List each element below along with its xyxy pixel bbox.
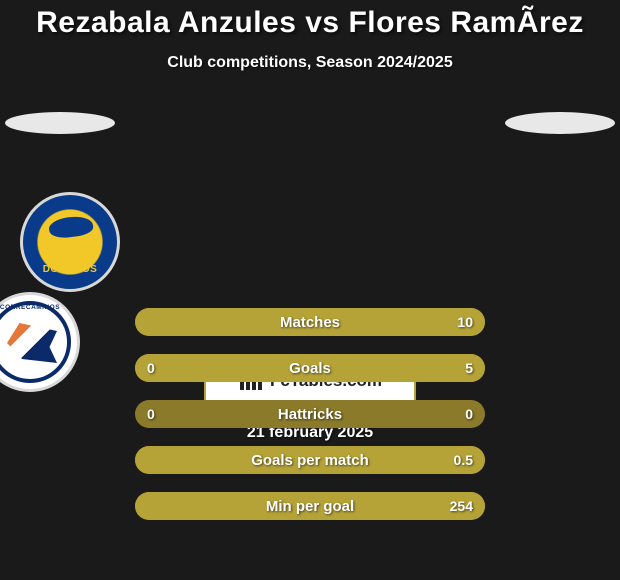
club-badge-right: CORRECAMINOS [0,292,80,392]
bar-label: Min per goal [135,498,485,515]
bar-value-right: 10 [457,314,473,330]
club-badge-left-label: DORADOS [23,264,117,275]
bar-label: Matches [135,314,485,331]
stats-area: DORADOS CORRECAMINOS Matches10Goals05Hat… [0,108,620,338]
stat-bar: Hattricks0 0 [135,400,485,428]
stat-bar: Matches10 [135,308,485,336]
comparison-card: Rezabala Anzules vs Flores RamÃrez Club … [0,0,620,580]
bar-label: Goals [135,360,485,377]
stat-bars: Matches10Goals05Hattricks00Goals per mat… [135,308,485,520]
stat-bar: Goals per match0.5 [135,446,485,474]
club-badge-right-label: CORRECAMINOS [0,304,77,311]
bar-value-right: 254 [450,498,473,514]
bird-icon [7,323,57,363]
bar-label: Hattricks [135,406,485,423]
shadow-ellipse-right [505,112,615,134]
club-badge-left: DORADOS [20,192,120,292]
shadow-ellipse-left [5,112,115,134]
bar-value-right: 0 [465,406,473,422]
stat-bar: Goals0 5 [135,354,485,382]
bar-value-left: 0 [147,360,155,376]
stat-bar: Min per goal254 [135,492,485,520]
page-title: Rezabala Anzules vs Flores RamÃrez [0,6,620,40]
bar-label: Goals per match [135,452,485,469]
bar-value-right: 5 [465,360,473,376]
bar-value-left: 0 [147,406,155,422]
subtitle: Club competitions, Season 2024/2025 [0,54,620,72]
bar-value-right: 0.5 [454,452,473,468]
